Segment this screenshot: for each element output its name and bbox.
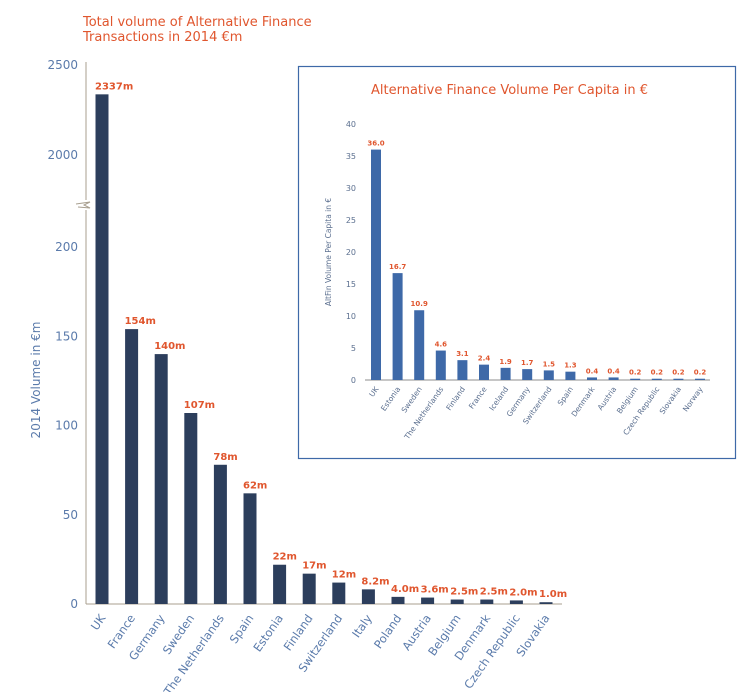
inset-bar-denmark xyxy=(587,377,597,380)
data-label: 2.5m xyxy=(480,587,508,598)
inset-bar-czech-republic xyxy=(651,378,662,380)
inset-y-tick-label: 30 xyxy=(346,184,356,193)
y-tick-label: 2500 xyxy=(47,58,78,72)
axis-break-icon xyxy=(75,201,91,209)
inset-data-label: 1.3 xyxy=(564,362,577,370)
inset-data-label: 0.4 xyxy=(607,367,620,375)
inset-data-label: 36.0 xyxy=(367,140,384,148)
data-label: 78m xyxy=(213,452,237,463)
y-tick-label: 200 xyxy=(55,240,78,254)
data-label: 2337m xyxy=(95,81,133,92)
inset-bar-estonia xyxy=(392,273,403,380)
inset-data-label: 1.5 xyxy=(543,360,556,368)
data-label: 12m xyxy=(332,570,356,581)
inset-data-label: 16.7 xyxy=(389,263,406,271)
inset-bar-sweden xyxy=(414,310,425,380)
inset-bar-germany xyxy=(522,369,533,380)
inset-y-tick-label: 0 xyxy=(351,376,356,385)
data-label: 107m xyxy=(184,400,215,411)
bar-france xyxy=(125,329,139,604)
bar-finland xyxy=(302,573,316,604)
y-axis-label: 2014 Volume in €m xyxy=(29,322,43,439)
inset-bar-france xyxy=(479,364,489,380)
inset-data-label: 3.1 xyxy=(456,350,469,358)
data-label: 4.0m xyxy=(391,584,419,595)
inset-y-tick-label: 25 xyxy=(346,216,356,225)
inset-bar-uk xyxy=(371,149,381,380)
inset-data-label: 4.6 xyxy=(435,341,448,349)
data-label: 154m xyxy=(125,316,156,327)
inset-bar-spain xyxy=(565,371,576,380)
inset-y-axis-label: AltFin Volume Per Capita in € xyxy=(324,198,333,307)
bar-czech-republic xyxy=(509,600,523,604)
bar-switzerland xyxy=(332,582,346,604)
inset-data-label: 10.9 xyxy=(411,300,428,308)
data-label: 62m xyxy=(243,480,267,491)
bar-sweden xyxy=(184,413,198,604)
inset-y-tick-label: 10 xyxy=(346,312,356,321)
inset-data-label: 0.2 xyxy=(694,369,707,377)
inset-data-label: 1.9 xyxy=(499,358,512,366)
x-tick-label: Spain xyxy=(227,612,257,646)
inset-bar-slovakia xyxy=(673,378,684,380)
data-label: 140m xyxy=(154,341,185,352)
y-tick-label: 50 xyxy=(63,508,78,522)
inset-chart-title: Alternative Finance Volume Per Capita in… xyxy=(371,83,648,98)
inset-bar-austria xyxy=(608,377,619,380)
data-label: 2.5m xyxy=(450,587,478,598)
inset-bar-norway xyxy=(695,378,705,380)
inset-bar-the-netherlands xyxy=(435,350,446,380)
inset-y-tick-label: 40 xyxy=(346,120,356,129)
data-label: 22m xyxy=(273,552,297,563)
data-label: 1.0m xyxy=(539,589,567,600)
bar-uk xyxy=(95,94,109,604)
x-tick-label: Italy xyxy=(349,612,375,641)
inset-y-tick-label: 20 xyxy=(346,248,356,257)
inset-data-label: 0.2 xyxy=(629,369,642,377)
bar-spain xyxy=(243,493,257,604)
y-tick-label: 100 xyxy=(55,419,78,433)
bar-austria xyxy=(421,597,435,604)
inset-data-label: 1.7 xyxy=(521,359,534,367)
inset-y-tick-label: 5 xyxy=(351,344,356,353)
bar-poland xyxy=(391,596,405,604)
bar-denmark xyxy=(480,599,494,604)
y-tick-label: 2000 xyxy=(47,148,78,162)
y-tick-label: 0 xyxy=(70,597,78,611)
main-chart-title: Transactions in 2014 €m xyxy=(82,30,242,45)
inset-bar-iceland xyxy=(500,367,511,380)
inset-data-label: 0.2 xyxy=(672,369,685,377)
inset-bar-switzerland xyxy=(543,370,554,380)
inset-data-label: 0.2 xyxy=(651,369,664,377)
data-label: 8.2m xyxy=(361,576,389,587)
bar-the-netherlands xyxy=(213,464,227,604)
data-label: 17m xyxy=(302,561,326,572)
x-tick-label: UK xyxy=(88,611,109,632)
bar-italy xyxy=(361,589,375,604)
bar-belgium xyxy=(450,599,464,604)
inset-data-label: 2.4 xyxy=(478,355,491,363)
y-tick-label: 150 xyxy=(55,329,78,343)
inset-bar-finland xyxy=(457,360,468,380)
inset-y-tick-label: 15 xyxy=(346,280,356,289)
data-label: 2.0m xyxy=(509,587,537,598)
inset-bar-belgium xyxy=(630,378,641,380)
main-chart-title: Total volume of Alternative Finance xyxy=(82,15,312,30)
inset-y-tick-label: 35 xyxy=(346,152,356,161)
x-tick-label: Estonia xyxy=(250,612,286,655)
bar-slovakia xyxy=(539,602,553,604)
bar-germany xyxy=(154,354,168,604)
data-label: 3.6m xyxy=(421,585,449,596)
bar-estonia xyxy=(273,564,287,604)
inset-data-label: 0.4 xyxy=(586,367,599,375)
